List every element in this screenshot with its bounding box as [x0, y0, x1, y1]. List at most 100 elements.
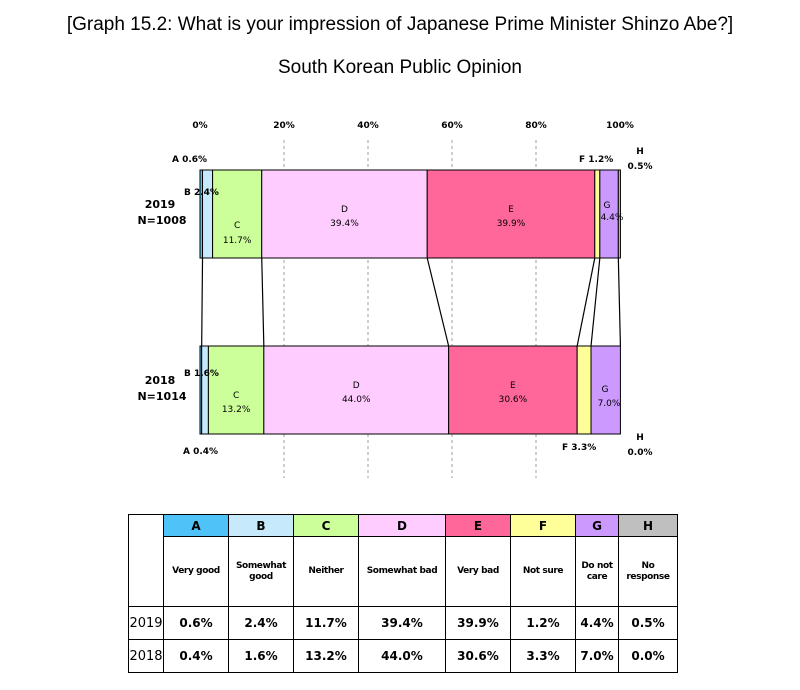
label-e-2018-value: 30.6%: [499, 395, 528, 405]
bar-segment-b-2018: [201, 345, 209, 435]
label-g-2019-letter: G: [604, 201, 611, 211]
bar-segment-g-2018: [590, 345, 621, 435]
label-d-2018-letter: D: [353, 381, 360, 391]
label-e-2019-letter: E: [508, 205, 514, 215]
label-b-2019: B 2.4%: [184, 188, 219, 198]
legend-header-c: C: [293, 514, 359, 537]
legend-description-a: Very good: [163, 536, 229, 607]
legend-year-cell: 2018: [128, 639, 164, 673]
label-d-2019-value: 39.4%: [330, 219, 359, 229]
legend-header-b: B: [228, 514, 294, 537]
label-h-2019-value: 0.5%: [628, 162, 653, 172]
legend-value-a-2019: 0.6%: [163, 606, 229, 640]
label-a-2018: A 0.4%: [183, 447, 218, 457]
connector-line: [201, 257, 204, 347]
label-b-2018: B 1.6%: [184, 369, 219, 379]
label-f-2018: F 3.3%: [562, 443, 596, 453]
legend-description-text: Very bad: [457, 566, 499, 576]
legend-values-row-2019: 2019 0.6% 2.4% 11.7% 39.4% 39.9% 1.2% 4.4% 0.5%: [128, 606, 678, 640]
legend-description-text: good: [249, 571, 273, 582]
bar-segment-c-2018: [207, 345, 265, 435]
legend-description-text: Neither: [308, 566, 344, 576]
connector-line: [617, 257, 622, 347]
label-c-2018-value: 13.2%: [222, 405, 251, 415]
legend-description-c: Neither: [293, 536, 359, 607]
label-e-2018-letter: E: [510, 381, 516, 391]
legend-description-b: Somewhat good: [228, 536, 294, 607]
x-tick-label: 60%: [441, 121, 463, 131]
bar-segment-b-2019: [202, 169, 214, 259]
legend-description-f: Not sure: [510, 536, 576, 607]
legend-value-d-2019: 39.4%: [358, 606, 446, 640]
legend-value-e-2018: 30.6%: [445, 639, 511, 673]
connector-line: [576, 257, 596, 347]
chart-subtitle: South Korean Public Opinion: [278, 57, 522, 78]
legend-header-d: D: [358, 514, 446, 537]
legend-header-e: E: [445, 514, 511, 537]
label-c-2019-letter: C: [234, 221, 240, 231]
legend-value-f-2018: 3.3%: [510, 639, 576, 673]
legend-description-row: Very good Somewhat good Neither Somewhat bad…: [129, 536, 678, 607]
bar-segment-h-2019: [617, 169, 621, 259]
legend-value-g-2018: 7.0%: [575, 639, 619, 673]
label-f-2019: F 1.2%: [579, 155, 613, 165]
legend-header-h: H: [618, 514, 678, 537]
legend-description-text: Somewhat: [235, 560, 287, 571]
legend-description-text: Somewhat bad: [366, 566, 438, 576]
legend-description-g: Do not care: [575, 536, 619, 607]
legend-value-c-2019: 11.7%: [293, 606, 359, 640]
x-tick-label: 20%: [273, 121, 295, 131]
row-label-n-2018: N=1014: [137, 390, 186, 403]
connector-line: [261, 257, 265, 347]
bar-segment-e-2019: [426, 169, 596, 259]
legend-value-h-2019: 0.5%: [618, 606, 678, 640]
label-h-2018-value: 0.0%: [628, 448, 653, 458]
x-tick-label: 80%: [525, 121, 547, 131]
legend-value-b-2018: 1.6%: [228, 639, 294, 673]
legend-description-text: care: [586, 571, 608, 582]
legend-header-g: G: [575, 514, 619, 537]
legend-description-text: Do not: [581, 560, 613, 571]
bar-segment-f-2019: [594, 169, 601, 259]
legend-description-text: response: [626, 571, 670, 582]
stacked-bar-chart: 0% 20% 40% 60% 80% 100% C 11.7% D 39.4% E 39.9% C 13.…: [137, 121, 653, 478]
label-h-2019-letter: H: [636, 147, 644, 157]
row-label-year-2019: 2019: [145, 198, 176, 211]
connector-line: [426, 257, 450, 347]
legend-value-h-2018: 0.0%: [618, 639, 678, 673]
legend-corner-cell: [128, 514, 164, 607]
legend-header-a: A: [163, 514, 229, 537]
legend-value-b-2019: 2.4%: [228, 606, 294, 640]
legend-value-d-2018: 44.0%: [358, 639, 446, 673]
legend-description-e: Very bad: [445, 536, 511, 607]
legend-header-f: F: [510, 514, 576, 537]
label-c-2018-letter: C: [233, 391, 239, 401]
legend-value-g-2019: 4.4%: [575, 606, 619, 640]
legend-description-d: Somewhat bad: [358, 536, 446, 607]
label-c-2019-value: 11.7%: [223, 236, 252, 246]
label-d-2019-letter: D: [341, 205, 348, 215]
label-g-2018-letter: G: [602, 385, 609, 395]
x-tick-label: 100%: [606, 121, 634, 131]
legend-value-f-2019: 1.2%: [510, 606, 576, 640]
bar-segment-e-2018: [448, 345, 578, 435]
legend-value-c-2018: 13.2%: [293, 639, 359, 673]
connector-line: [590, 257, 601, 347]
legend-description-text: Not sure: [522, 566, 564, 576]
bar-segment-f-2018: [576, 345, 592, 435]
legend-year-cell: 2019: [128, 606, 164, 640]
label-e-2019-value: 39.9%: [497, 219, 526, 229]
x-tick-label: 40%: [357, 121, 379, 131]
legend-description-text: Very good: [172, 566, 220, 576]
legend-description-text: No: [641, 560, 655, 571]
row-label-year-2018: 2018: [145, 374, 176, 387]
row-label-n-2019: N=1008: [137, 214, 186, 227]
label-g-2019-value: 4.4%: [601, 213, 624, 223]
legend-description-h: No response: [618, 536, 678, 607]
label-h-2018-letter: H: [636, 433, 644, 443]
label-g-2018-value: 7.0%: [598, 399, 621, 409]
legend-values-row-2018: 2018 0.4% 1.6% 13.2% 44.0% 30.6% 3.3% 7.0% 0.0%: [128, 639, 678, 673]
chart-title: [Graph 15.2: What is your impression of …: [66, 14, 734, 35]
